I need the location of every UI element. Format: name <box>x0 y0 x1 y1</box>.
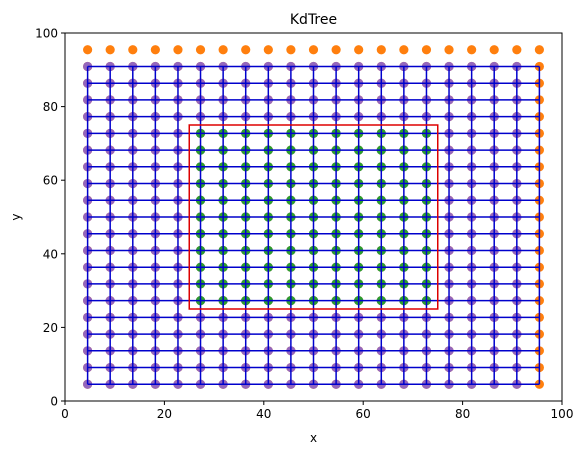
data-point <box>444 45 454 55</box>
y-tick-label: 0 <box>50 395 58 409</box>
data-point <box>286 45 296 55</box>
chart-title: KdTree <box>290 12 337 28</box>
x-tick-label: 60 <box>356 407 371 421</box>
data-point <box>83 45 93 55</box>
y-tick-label: 20 <box>43 321 58 335</box>
data-point <box>467 45 477 55</box>
data-point <box>534 45 544 55</box>
data-point <box>105 45 115 55</box>
axes: 0 20 40 60 80 100 0 20 40 60 80 100 <box>35 27 573 422</box>
data-point <box>399 45 409 55</box>
y-tick-label: 80 <box>43 100 58 114</box>
axes-frame <box>64 32 563 402</box>
data-point <box>512 45 522 55</box>
data-point <box>421 45 432 55</box>
y-tick-label: 100 <box>35 27 58 41</box>
query-rectangle <box>188 124 439 310</box>
x-tick-label: 100 <box>551 407 574 421</box>
data-point <box>128 45 138 55</box>
data-point <box>331 45 341 55</box>
y-tick-label: 60 <box>43 174 58 188</box>
data-point <box>376 45 386 55</box>
data-point <box>218 45 228 55</box>
x-tick-label: 0 <box>61 407 69 421</box>
data-point <box>150 45 160 55</box>
data-point <box>241 45 251 55</box>
data-point <box>195 45 206 55</box>
y-tick-label: 40 <box>43 247 58 261</box>
data-point <box>263 45 273 55</box>
plot-area <box>83 45 544 389</box>
data-point <box>308 45 319 55</box>
x-tick-label: 40 <box>256 407 271 421</box>
data-point <box>489 45 499 55</box>
x-tick-label: 20 <box>157 407 172 421</box>
x-tick-label: 80 <box>455 407 470 421</box>
data-point <box>173 45 183 55</box>
x-axis-label: x <box>310 431 317 445</box>
y-axis-label: y <box>9 213 23 220</box>
data-point <box>354 45 364 55</box>
